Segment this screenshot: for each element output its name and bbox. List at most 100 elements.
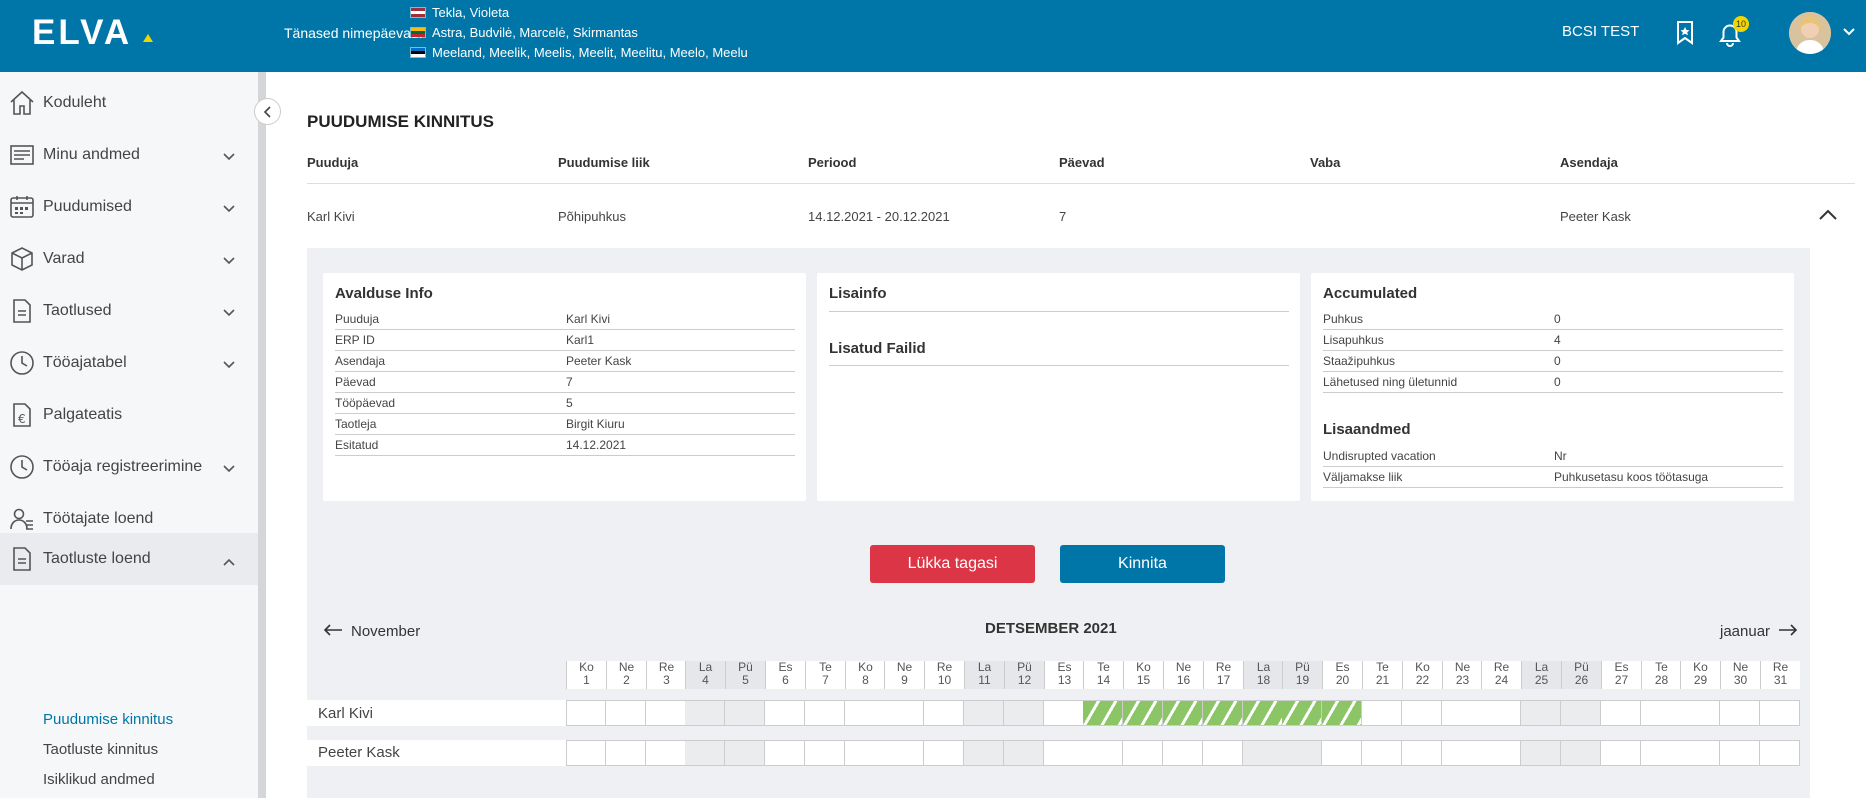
calendar-absence-cell[interactable] (1123, 700, 1163, 726)
calendar-cell[interactable] (1760, 740, 1800, 766)
calendar-cell[interactable] (1203, 740, 1243, 766)
info-row: Päevad 7 (335, 372, 795, 393)
calendar-cell[interactable] (725, 700, 765, 726)
users-icon (8, 505, 36, 533)
chevron-down-icon[interactable] (1842, 24, 1856, 42)
calendar-cell[interactable] (1123, 740, 1163, 766)
column-header-paevad[interactable]: Päevad (1059, 155, 1105, 170)
calendar-cell[interactable] (1362, 700, 1402, 726)
subitem-taotluste-kinnitus[interactable]: Taotluste kinnitus (43, 741, 159, 758)
elva-logo[interactable]: ELVA (32, 13, 162, 52)
calendar-cell[interactable] (1641, 740, 1681, 766)
calendar-cell[interactable] (805, 740, 845, 766)
calendar-cell[interactable] (1442, 700, 1482, 726)
sidebar-item-varad[interactable]: Varad (0, 228, 258, 290)
bookmark-star-icon[interactable] (1675, 20, 1695, 51)
sidebar-item-minu-andmed[interactable]: Minu andmed (0, 124, 258, 186)
calendar-cell[interactable] (884, 740, 924, 766)
calendar-cell[interactable] (1601, 740, 1641, 766)
calendar-cell[interactable] (1720, 740, 1760, 766)
calendar-cell[interactable] (646, 700, 686, 726)
sidebar-item-tooajatabel[interactable]: Tööajatabel (0, 332, 258, 394)
avatar[interactable] (1789, 12, 1831, 54)
calendar-cell[interactable] (646, 740, 686, 766)
calendar-absence-cell[interactable] (1163, 700, 1203, 726)
weekday-label: Ko (1415, 660, 1430, 674)
calendar-cell[interactable] (685, 700, 725, 726)
calendar-absence-cell[interactable] (1282, 700, 1322, 726)
calendar-prev-button[interactable]: November (323, 623, 420, 640)
approve-button[interactable]: Kinnita (1060, 545, 1225, 583)
column-header-asendaja[interactable]: Asendaja (1560, 155, 1618, 170)
calendar-cell[interactable] (566, 740, 606, 766)
calendar-cell[interactable] (1362, 740, 1402, 766)
calendar-cell[interactable] (924, 740, 964, 766)
calendar-absence-cell[interactable] (1243, 700, 1283, 726)
calendar-cell[interactable] (606, 700, 646, 726)
environment-label[interactable]: BCSI TEST (1562, 23, 1640, 40)
calendar-cell[interactable] (1561, 740, 1601, 766)
sidebar-item-taotluste-loend[interactable]: Taotluste loend (0, 533, 258, 585)
weekday-label: Es (1614, 660, 1629, 674)
column-header-periood[interactable]: Periood (808, 155, 857, 170)
sidebar-item-palgateatis[interactable]: € Palgateatis (0, 384, 258, 446)
sidebar-item-koduleht[interactable]: Koduleht (0, 72, 258, 134)
column-header-puudumise-liik[interactable]: Puudumise liik (558, 155, 650, 170)
calendar-cell[interactable] (765, 700, 805, 726)
chevron-up-icon[interactable] (1818, 208, 1838, 227)
calendar-cell[interactable] (1481, 740, 1521, 766)
calendar-cell[interactable] (1004, 700, 1044, 726)
calendar-cell[interactable] (1243, 740, 1283, 766)
calendar-cell[interactable] (1004, 740, 1044, 766)
calendar-cell[interactable] (964, 700, 1004, 726)
calendar-cell[interactable] (1641, 700, 1681, 726)
reject-button[interactable]: Lükka tagasi (870, 545, 1035, 583)
calendar-cell[interactable] (964, 740, 1004, 766)
calendar-cell[interactable] (924, 700, 964, 726)
sidebar-item-puudumised[interactable]: Puudumised (0, 176, 258, 238)
calendar-cell[interactable] (1402, 700, 1442, 726)
calendar-day-12: Pü 12 (1004, 661, 1044, 689)
calendar-absence-cell[interactable] (1322, 700, 1362, 726)
weekday-label: Ne (896, 660, 913, 674)
calendar-cell[interactable] (725, 740, 765, 766)
subitem-isiklikud-andmed[interactable]: Isiklikud andmed (43, 771, 155, 788)
calendar-cell[interactable] (845, 700, 885, 726)
column-header-puuduja[interactable]: Puuduja (307, 155, 359, 170)
calendar-cell[interactable] (685, 740, 725, 766)
calendar-next-button[interactable]: jaanuar (1720, 623, 1798, 640)
calendar-cell[interactable] (805, 700, 845, 726)
calendar-cell[interactable] (1402, 740, 1442, 766)
calendar-cell[interactable] (566, 700, 606, 726)
calendar-cell[interactable] (1680, 700, 1720, 726)
calendar-cell[interactable] (1601, 700, 1641, 726)
calendar-cell[interactable] (1322, 740, 1362, 766)
calendar-cell[interactable] (1521, 740, 1561, 766)
calendar-absence-cell[interactable] (1083, 700, 1123, 726)
calendar-cell[interactable] (1760, 700, 1800, 726)
calendar-cell[interactable] (1083, 740, 1123, 766)
calendar-absence-cell[interactable] (1203, 700, 1243, 726)
calendar-cell[interactable] (765, 740, 805, 766)
sidebar-item-tootajate-loend[interactable]: Töötajate loend (0, 488, 258, 550)
column-header-vaba[interactable]: Vaba (1310, 155, 1341, 170)
calendar-cell[interactable] (1442, 740, 1482, 766)
calendar-cell[interactable] (606, 740, 646, 766)
weekday-label: La (1534, 660, 1549, 674)
calendar-cell[interactable] (1481, 700, 1521, 726)
calendar-cell[interactable] (884, 700, 924, 726)
calendar-cell[interactable] (1720, 700, 1760, 726)
sidebar-item-taotlused[interactable]: Taotlused (0, 280, 258, 342)
calendar-cell[interactable] (1561, 700, 1601, 726)
bell-icon[interactable] (1716, 20, 1744, 53)
calendar-cell[interactable] (845, 740, 885, 766)
calendar-cell[interactable] (1282, 740, 1322, 766)
calendar-cell[interactable] (1044, 740, 1084, 766)
calendar-cell[interactable] (1163, 740, 1203, 766)
sidebar-collapse-button[interactable] (254, 98, 281, 125)
subitem-puudumise-kinnitus[interactable]: Puudumise kinnitus (43, 711, 174, 728)
calendar-cell[interactable] (1680, 740, 1720, 766)
calendar-cell[interactable] (1521, 700, 1561, 726)
calendar-cell[interactable] (1044, 700, 1084, 726)
sidebar-item-tooaja-registreerimine[interactable]: Tööaja registreerimine (0, 436, 258, 498)
